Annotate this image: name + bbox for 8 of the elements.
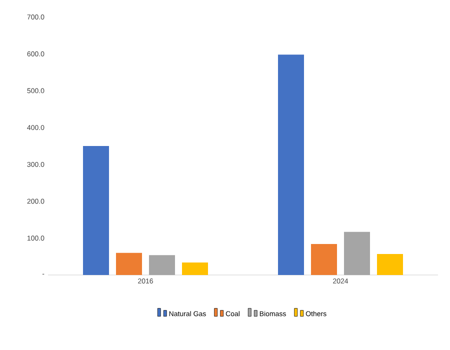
bar bbox=[83, 146, 110, 275]
bar bbox=[182, 262, 208, 275]
bar bbox=[376, 254, 403, 275]
bar bbox=[149, 255, 176, 275]
bar bbox=[311, 244, 337, 275]
bar bbox=[344, 232, 370, 275]
bar bbox=[116, 252, 142, 275]
bar bbox=[278, 54, 304, 275]
